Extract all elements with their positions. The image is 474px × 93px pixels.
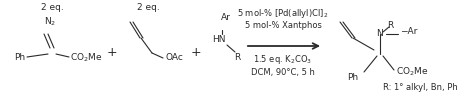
Text: HN: HN xyxy=(212,36,226,44)
Text: 2 eq.: 2 eq. xyxy=(137,3,159,12)
Text: Ph: Ph xyxy=(347,73,358,82)
Text: R: R xyxy=(234,53,240,61)
Text: 2 eq.: 2 eq. xyxy=(41,3,64,12)
Text: Ar: Ar xyxy=(221,13,231,23)
Text: OAc: OAc xyxy=(166,53,184,62)
Text: CO$_2$Me: CO$_2$Me xyxy=(396,66,428,78)
Text: DCM, 90°C, 5 h: DCM, 90°C, 5 h xyxy=(251,68,315,77)
Text: 5 mol-% Xantphos: 5 mol-% Xantphos xyxy=(245,20,321,29)
Text: R: R xyxy=(387,21,393,31)
Text: Ph: Ph xyxy=(14,53,25,62)
Text: 1.5 eq. K$_2$CO$_3$: 1.5 eq. K$_2$CO$_3$ xyxy=(254,53,312,66)
Text: +: + xyxy=(107,45,117,58)
Text: −Ar: −Ar xyxy=(400,28,418,36)
Text: CO$_2$Me: CO$_2$Me xyxy=(70,52,102,64)
Text: +: + xyxy=(191,45,201,58)
Text: 5 mol-% [Pd(allyl)Cl]$_2$: 5 mol-% [Pd(allyl)Cl]$_2$ xyxy=(237,7,328,20)
Text: R: 1° alkyl, Bn, Ph: R: 1° alkyl, Bn, Ph xyxy=(383,82,457,92)
Text: N: N xyxy=(377,29,383,39)
Text: N$_2$: N$_2$ xyxy=(44,16,56,28)
